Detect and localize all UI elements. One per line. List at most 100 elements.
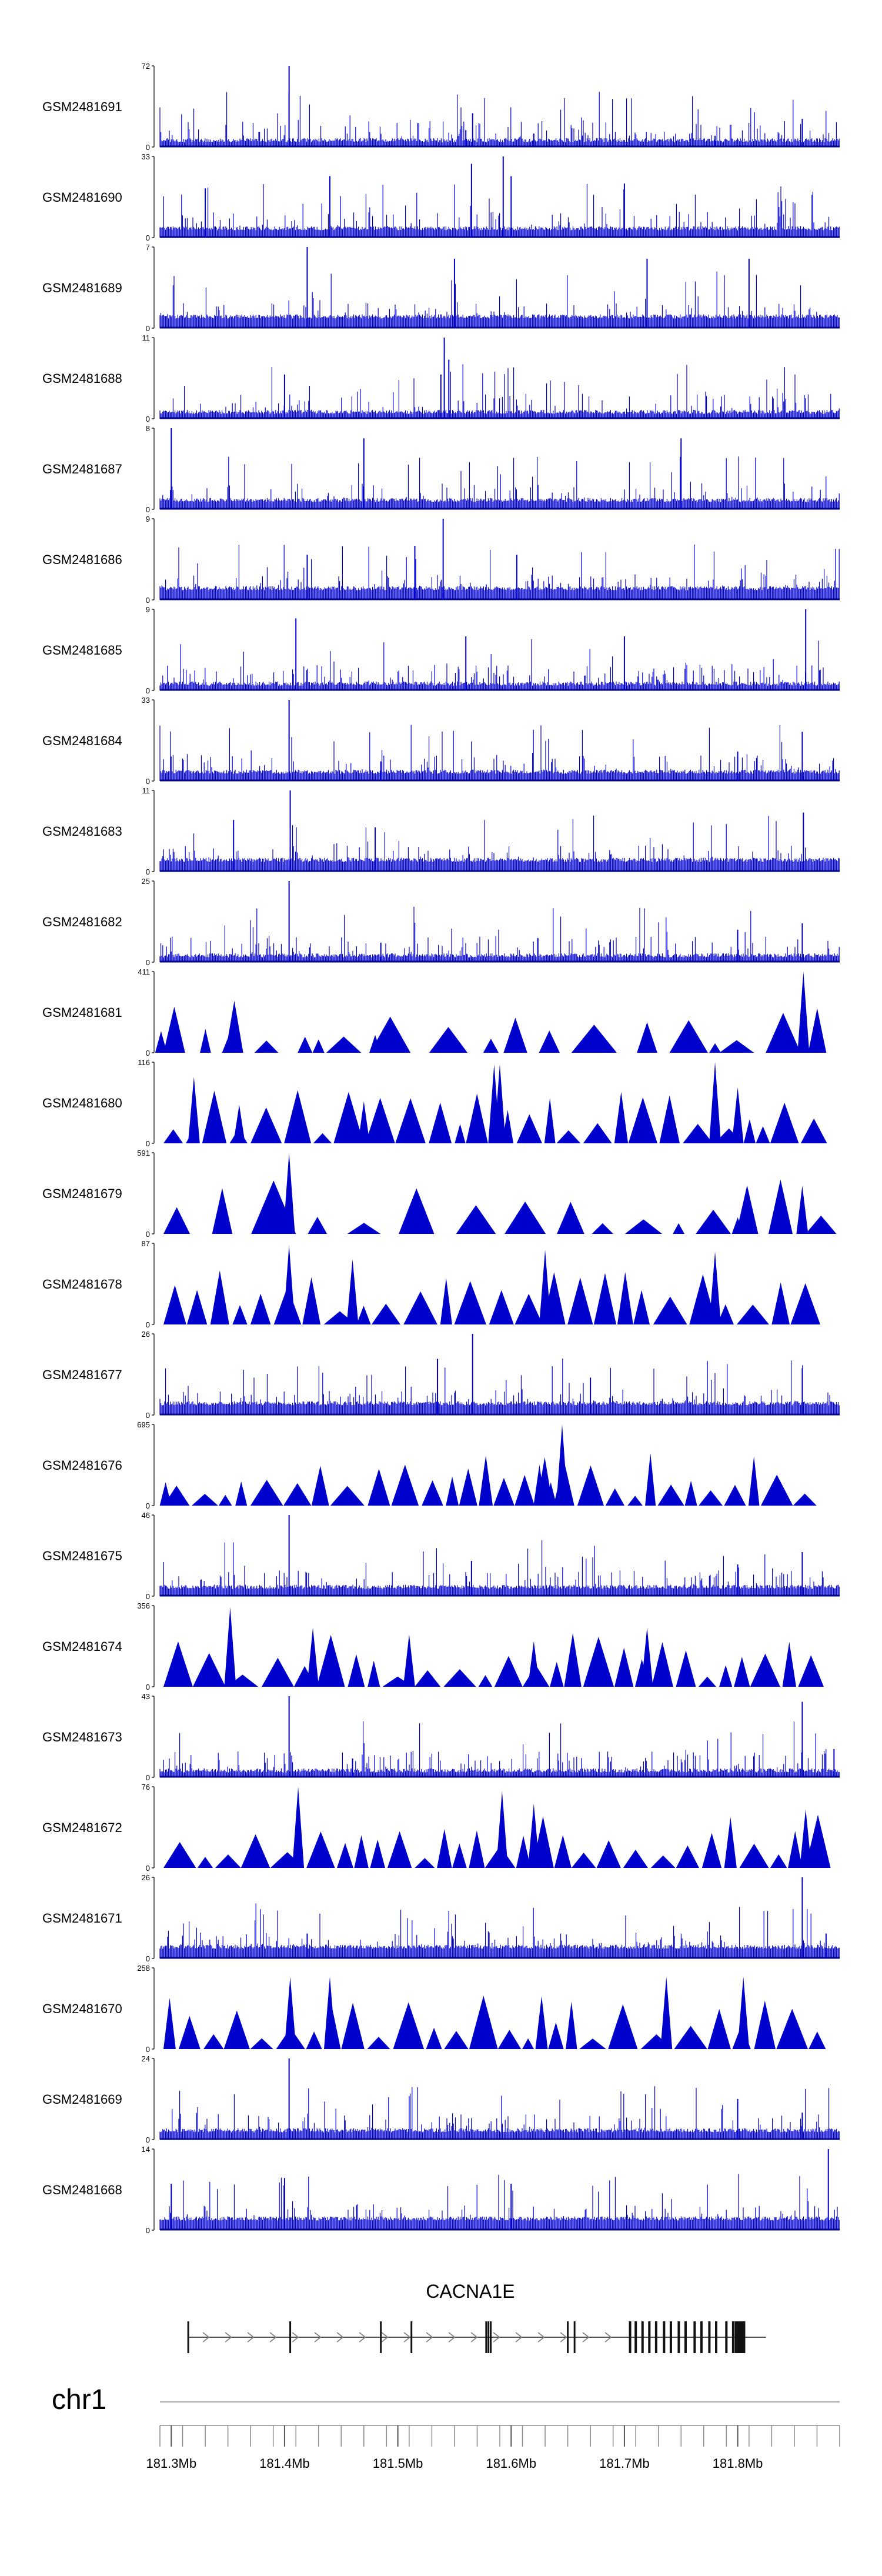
strand-arrow xyxy=(225,2332,232,2343)
signal-triangle xyxy=(748,1456,760,1506)
exon xyxy=(380,2321,382,2353)
strand-arrow xyxy=(269,2332,277,2343)
signal-triangle xyxy=(163,1842,196,1868)
y-min-label: 0 xyxy=(146,596,150,605)
signal-triangle xyxy=(806,1215,837,1234)
signal-background xyxy=(159,456,840,509)
signal-triangle xyxy=(596,1840,621,1868)
signal-triangle xyxy=(566,2001,577,2049)
signal-triangle xyxy=(782,1641,796,1687)
signal-triangle xyxy=(736,1185,759,1234)
signal-peak xyxy=(283,1153,295,1234)
signal-bars xyxy=(159,2149,840,2231)
signal-triangle xyxy=(337,1843,353,1868)
signal-triangle xyxy=(341,2003,365,2049)
signal-triangle xyxy=(284,1090,312,1143)
signal-triangle xyxy=(456,1205,496,1234)
signal-triangle xyxy=(659,1095,680,1143)
track-GSM2481671: GSM2481671 26 0 xyxy=(42,1873,840,1963)
signal-background xyxy=(159,1540,840,1596)
signal-triangle xyxy=(311,1466,329,1506)
track-GSM2481681: GSM2481681 411 0 xyxy=(42,967,827,1057)
signal-triangle xyxy=(478,1675,493,1687)
signal-triangle xyxy=(202,1090,227,1143)
y-max-label: 591 xyxy=(137,1149,150,1157)
signal-peak xyxy=(155,1031,167,1053)
signal-triangle xyxy=(446,1476,459,1506)
ruler-tick-label: 181.5Mb xyxy=(373,2456,423,2471)
signal-triangle xyxy=(623,1850,648,1868)
y-max-label: 76 xyxy=(142,1783,150,1791)
strand-arrow xyxy=(537,2332,545,2343)
signal-triangle xyxy=(403,1291,437,1324)
signal-triangle xyxy=(805,1814,831,1868)
strand-arrow xyxy=(336,2332,344,2343)
signal-triangle xyxy=(608,2004,638,2049)
signal-triangle xyxy=(333,1092,364,1143)
signal-bars xyxy=(159,66,840,148)
signal-background xyxy=(159,2086,840,2140)
signal-triangle xyxy=(503,1017,527,1053)
signal-triangle xyxy=(469,1830,485,1868)
track-GSM2481668: GSM2481668 14 0 xyxy=(42,2145,840,2235)
signal-triangle xyxy=(707,2009,731,2049)
signal-triangles xyxy=(163,1607,824,1687)
y-min-label: 0 xyxy=(146,867,150,876)
signal-triangle xyxy=(163,1207,191,1234)
track-label: GSM2481687 xyxy=(42,462,122,476)
signal-peak xyxy=(307,1627,319,1687)
signal-peak xyxy=(224,1607,236,1687)
signal-triangle xyxy=(699,1676,716,1687)
exon xyxy=(714,2321,717,2353)
signal-triangle xyxy=(483,1039,499,1053)
signal-triangle xyxy=(734,1657,750,1687)
y-max-label: 87 xyxy=(142,1239,150,1248)
signal-triangle xyxy=(539,1030,560,1053)
track-label: GSM2481691 xyxy=(42,99,122,114)
exon xyxy=(725,2321,728,2353)
y-min-label: 0 xyxy=(146,2226,150,2235)
track-label: GSM2481684 xyxy=(42,733,122,748)
signal-triangle xyxy=(330,1486,365,1506)
signal-triangle xyxy=(717,1304,734,1324)
signal-triangle xyxy=(624,1219,663,1234)
signal-triangle xyxy=(250,1480,283,1506)
ruler-tick-label: 181.8Mb xyxy=(713,2456,763,2471)
signal-triangle xyxy=(370,1840,385,1868)
signal-triangle xyxy=(798,1655,824,1687)
signal-triangle xyxy=(739,1843,769,1868)
exon xyxy=(573,2321,576,2353)
y-max-label: 46 xyxy=(142,1511,150,1520)
signal-background xyxy=(159,2174,840,2230)
ruler-tick-label: 181.7Mb xyxy=(599,2456,650,2471)
signal-triangle xyxy=(653,1296,687,1324)
strand-arrow xyxy=(515,2332,523,2343)
track-label: GSM2481679 xyxy=(42,1186,122,1201)
signal-triangle xyxy=(699,1490,723,1506)
signal-peak xyxy=(494,1064,506,1143)
signal-peak xyxy=(731,1217,744,1234)
signal-triangle xyxy=(306,2031,322,2049)
exon xyxy=(567,2321,569,2353)
signal-triangle xyxy=(422,1480,443,1506)
signal-triangle xyxy=(497,2030,522,2049)
track-label: GSM2481674 xyxy=(42,1639,122,1654)
signal-triangle xyxy=(800,1118,827,1143)
signal-triangle xyxy=(548,2022,564,2049)
signal-peak xyxy=(641,1627,653,1687)
signal-triangle xyxy=(674,2026,707,2049)
signal-background xyxy=(159,92,840,147)
signal-triangle xyxy=(225,1000,243,1053)
track-label: GSM2481682 xyxy=(42,915,122,929)
y-max-label: 9 xyxy=(146,605,150,614)
strand-arrow xyxy=(202,2332,210,2343)
y-min-label: 0 xyxy=(146,1139,150,1148)
signal-triangle xyxy=(326,1036,362,1053)
track-label: GSM2481689 xyxy=(42,281,122,295)
track-GSM2481686: GSM2481686 9 0 xyxy=(42,515,840,605)
signal-peak xyxy=(262,1043,274,1053)
signal-triangle xyxy=(683,1124,713,1143)
track-GSM2481672: GSM2481672 76 0 xyxy=(42,1783,831,1873)
track-GSM2481679: GSM2481679 591 0 xyxy=(42,1149,837,1239)
strand-arrow xyxy=(247,2332,255,2343)
